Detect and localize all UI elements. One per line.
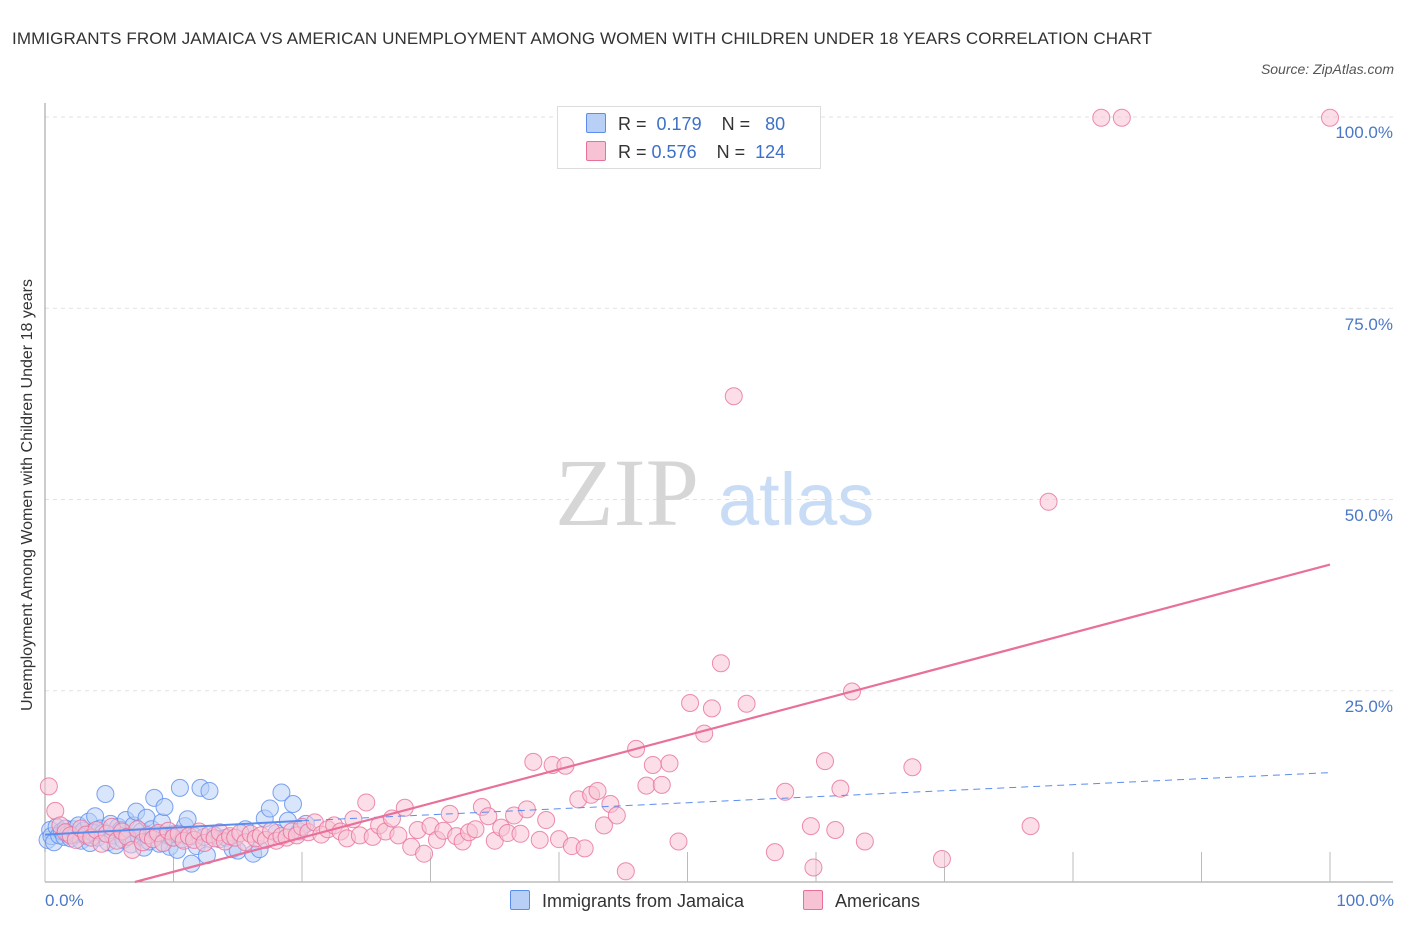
watermark-atlas: atlas — [718, 458, 874, 541]
data-point — [575, 839, 594, 858]
data-point — [1321, 108, 1339, 127]
data-point — [200, 781, 219, 800]
data-point — [466, 820, 485, 839]
legend-row-americans: R = 0.576 N = 124 — [586, 141, 785, 165]
data-point — [530, 830, 549, 849]
y-tick-label: 25.0% — [1344, 697, 1393, 716]
data-point — [815, 752, 834, 771]
series-americans — [39, 108, 1339, 881]
bottom-legend-swatch-blue — [510, 890, 530, 910]
legend-n-label: N = — [721, 114, 751, 134]
data-point — [669, 832, 688, 851]
data-point — [511, 824, 530, 843]
grid-lines — [45, 116, 1393, 692]
chart-title: IMMIGRANTS FROM JAMAICA VS AMERICAN UNEM… — [12, 29, 1153, 48]
data-point — [357, 793, 376, 812]
trend-line-americans — [134, 563, 1331, 884]
data-point — [517, 800, 536, 819]
trend-line-jamaica-extension — [301, 772, 1331, 822]
bottom-legend-americans: Americans — [803, 890, 920, 912]
data-point — [737, 694, 756, 713]
x-tick-label: 100.0% — [1336, 891, 1394, 910]
legend-n-value: 124 — [755, 142, 786, 162]
data-point — [801, 817, 820, 836]
data-point — [524, 752, 543, 771]
trend-line-jamaica — [44, 819, 303, 836]
watermark-zip: ZIP — [555, 439, 699, 546]
data-point — [260, 799, 279, 818]
legend-row-jamaica: R = 0.179 N = 80 — [586, 113, 785, 137]
data-point — [776, 782, 795, 801]
data-point — [711, 654, 730, 673]
data-point — [724, 387, 743, 406]
data-point — [389, 826, 408, 845]
data-point — [1021, 817, 1040, 836]
y-axis-label: Unemployment Among Women with Children U… — [19, 279, 36, 711]
data-point — [765, 843, 784, 862]
y-tick-label: 100.0% — [1335, 123, 1393, 142]
data-point — [804, 858, 823, 877]
data-point — [272, 783, 291, 802]
data-point — [831, 779, 850, 798]
data-point — [170, 778, 189, 797]
data-point — [616, 862, 635, 881]
data-point — [660, 754, 679, 773]
legend-r-label: R = — [618, 114, 647, 134]
legend-r-value: 0.179 — [656, 114, 702, 134]
data-point — [96, 785, 115, 804]
x-tick-label: 0.0% — [45, 891, 84, 910]
bottom-legend-jamaica: Immigrants from Jamaica — [510, 890, 744, 912]
data-point — [284, 794, 303, 813]
bottom-legend-label: Immigrants from Jamaica — [542, 891, 745, 911]
data-point — [1039, 492, 1058, 511]
chart-source: Source: ZipAtlas.com — [1260, 61, 1394, 77]
data-point — [155, 798, 174, 817]
data-point — [1112, 108, 1131, 127]
data-point — [537, 811, 556, 830]
legend-r-label: R = — [618, 142, 647, 162]
legend-swatch-blue — [586, 113, 606, 133]
data-point — [39, 777, 58, 796]
data-point — [903, 758, 922, 777]
data-point — [695, 724, 714, 743]
data-point — [1092, 108, 1111, 127]
data-point — [594, 816, 613, 835]
legend-swatch-pink — [586, 141, 606, 161]
data-point — [607, 806, 626, 825]
legend-r-value: 0.576 — [651, 142, 697, 162]
data-point — [637, 776, 656, 795]
legend-n-value: 80 — [765, 114, 786, 134]
data-point — [652, 775, 671, 794]
data-point — [681, 693, 700, 712]
data-point — [415, 844, 434, 863]
bottom-legend-label: Americans — [835, 891, 921, 911]
legend: R = 0.179 N = 80 R = 0.576 N = 124 — [557, 106, 821, 169]
data-point — [932, 850, 951, 869]
data-point — [826, 820, 845, 839]
trend-lines — [44, 563, 1331, 884]
bottom-legend-swatch-pink — [803, 890, 823, 910]
data-point — [643, 755, 662, 774]
data-point — [588, 781, 607, 800]
y-tick-label: 50.0% — [1344, 506, 1393, 525]
legend-n-label: N = — [716, 142, 746, 162]
data-point — [855, 832, 874, 851]
y-tick-label: 75.0% — [1344, 315, 1393, 334]
data-point — [702, 699, 721, 718]
